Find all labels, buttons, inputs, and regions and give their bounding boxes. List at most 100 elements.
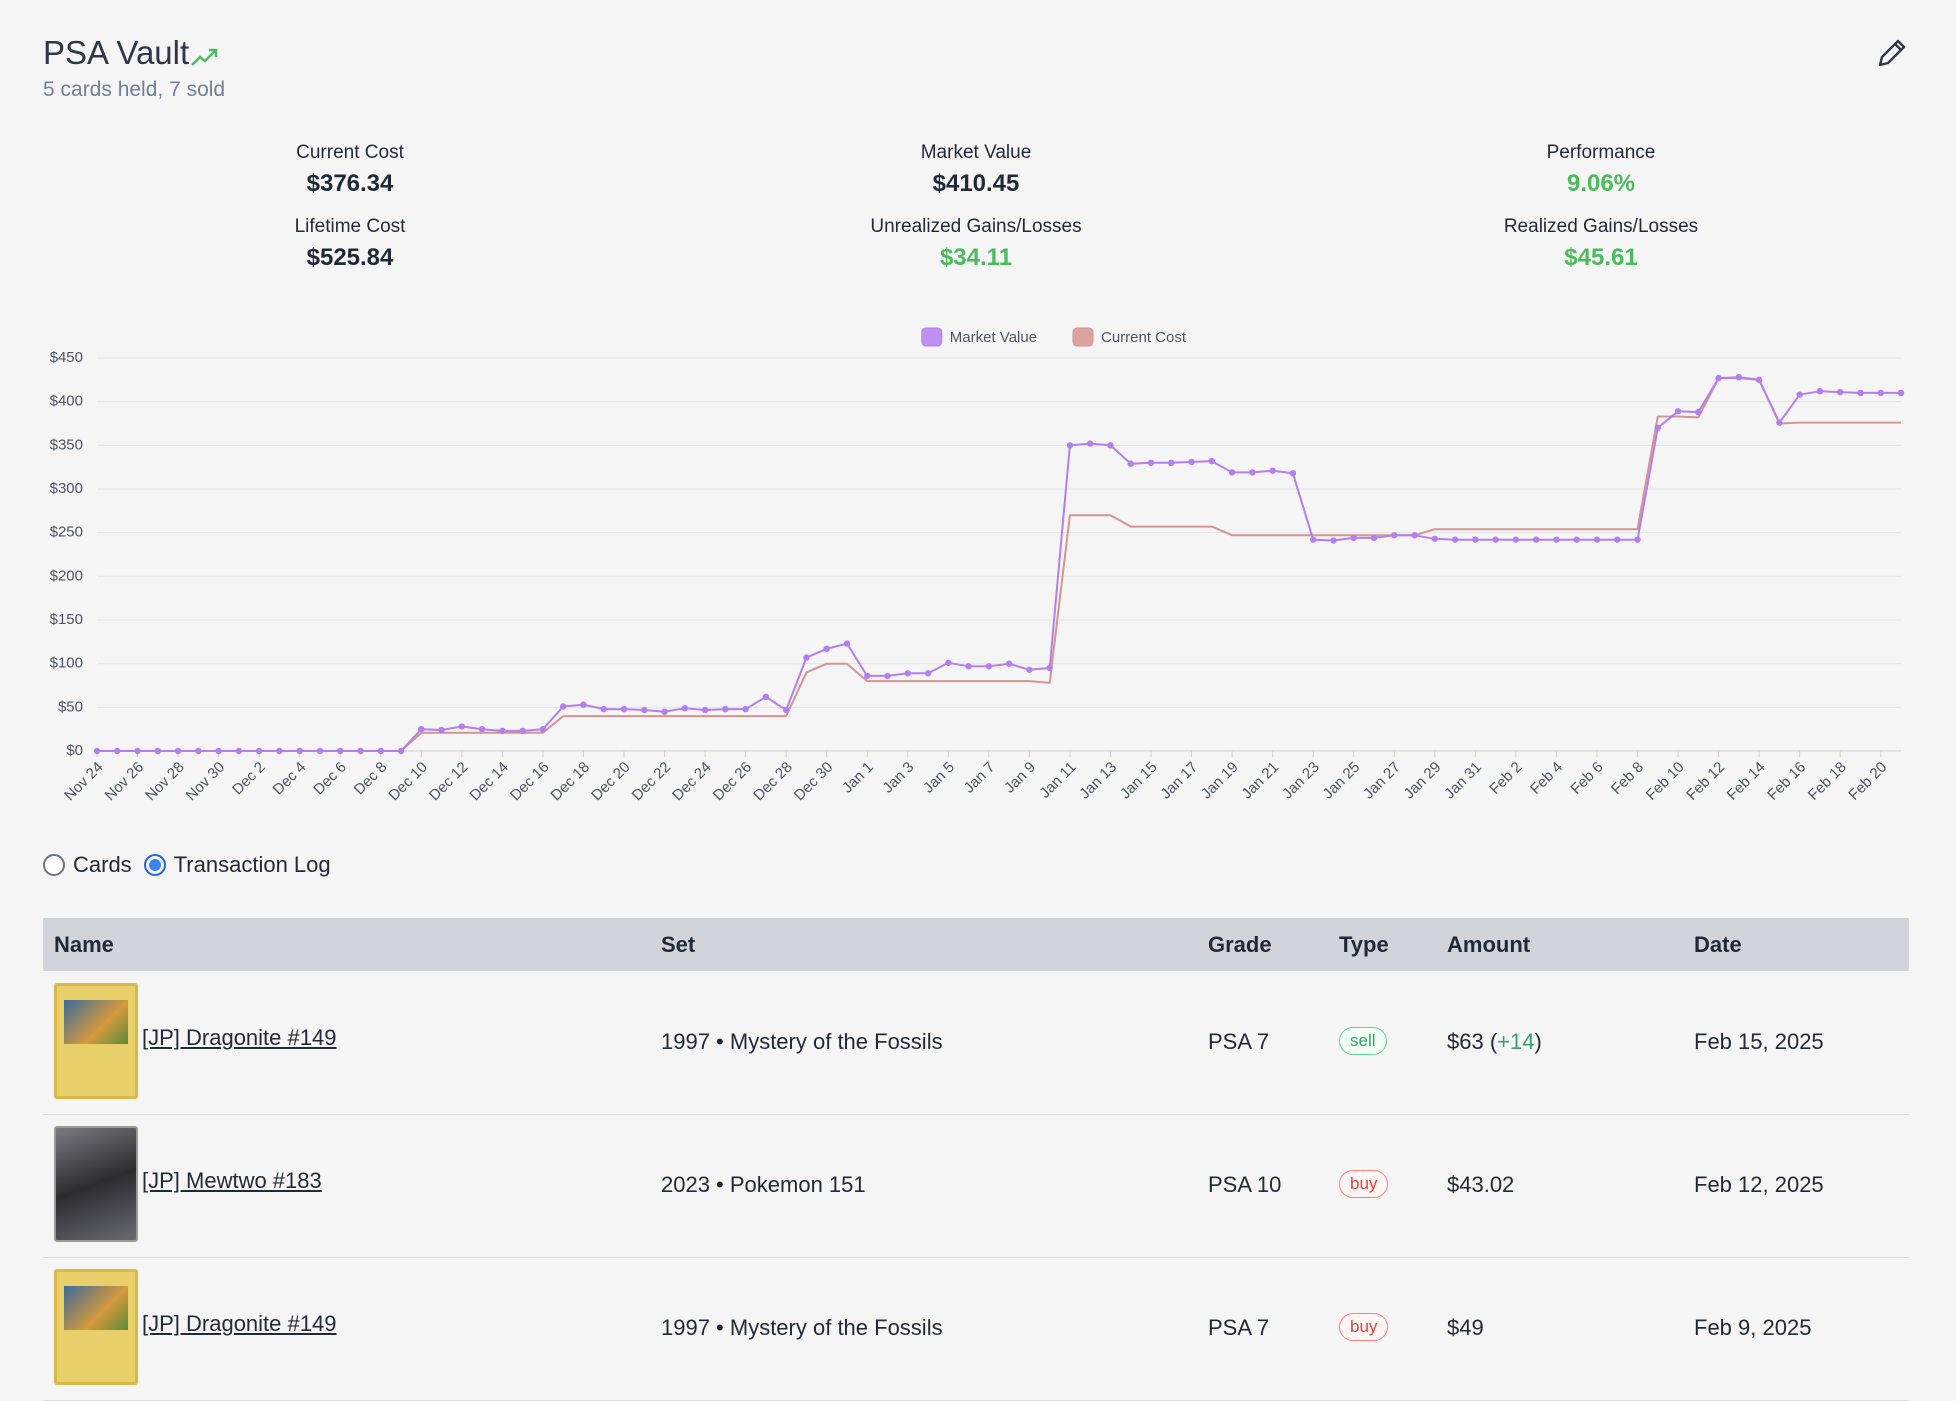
point: [641, 706, 648, 714]
table-row: [JP] Mewtwo #183 2023 • Pokemon 151 PSA 10…: [43, 1114, 1909, 1258]
x-tick-label: Nov 30: [183, 759, 229, 805]
point: [620, 705, 628, 713]
point: [1695, 408, 1702, 416]
card-name-link[interactable]: [JP] Mewtwo #183: [142, 1168, 322, 1193]
x-tick-label: Dec 20: [588, 759, 634, 805]
stat-label: Lifetime Cost: [294, 216, 406, 237]
radio-button[interactable]: [43, 854, 65, 876]
x-tick-label: Jan 5: [920, 759, 958, 797]
legend-label: Market Value: [950, 329, 1037, 346]
amount: $43.02: [1447, 1172, 1514, 1198]
stat-value: $376.34: [306, 170, 394, 197]
point: [1715, 374, 1722, 382]
stat-value: $45.61: [1564, 244, 1638, 271]
x-tick-label: Jan 23: [1279, 759, 1323, 803]
table-row: [JP] Dragonite #149 1997 • Mystery of the…: [43, 971, 1909, 1115]
type-badge: buy: [1339, 1313, 1389, 1341]
point: [681, 705, 689, 712]
x-tick-label: Dec 24: [669, 759, 715, 805]
stat-value: $525.84: [306, 244, 394, 271]
x-tick-label: Dec 12: [426, 759, 472, 805]
x-tick-label: Dec 28: [750, 759, 796, 805]
point: [1492, 536, 1499, 543]
x-tick-label: Feb 2: [1486, 759, 1525, 798]
edit-button[interactable]: [1876, 37, 1908, 69]
stat-label: Market Value: [920, 142, 1032, 163]
x-tick-label: Dec 2: [229, 759, 269, 799]
x-tick-label: Jan 1: [839, 759, 877, 797]
point: [1289, 470, 1297, 477]
point: [478, 725, 486, 733]
x-tick-label: Nov 24: [61, 759, 107, 805]
point: [1431, 535, 1438, 542]
x-tick-label: Jan 19: [1198, 759, 1242, 803]
x-tick-label: Jan 11: [1036, 759, 1079, 802]
point: [337, 747, 344, 755]
y-tick-label: $350: [50, 436, 83, 453]
point: [701, 706, 709, 714]
page-subtitle: 5 cards held, 7 sold: [43, 78, 226, 101]
point: [1228, 469, 1236, 476]
point: [762, 693, 770, 701]
x-tick-label: Jan 13: [1076, 759, 1120, 803]
point: [1796, 391, 1803, 398]
amount-value: $63: [1447, 1029, 1484, 1054]
type-badge: sell: [1339, 1027, 1387, 1055]
point: [1674, 408, 1682, 415]
point: [965, 663, 972, 670]
legend-swatch: [921, 327, 943, 347]
point: [1634, 536, 1641, 543]
y-tick-label: $150: [50, 611, 83, 628]
x-tick-label: Jan 27: [1360, 759, 1404, 803]
point: [782, 706, 790, 714]
point: [803, 654, 810, 661]
point: [560, 703, 567, 710]
y-tick-label: $250: [50, 524, 83, 541]
point: [1532, 536, 1540, 543]
set: 1997 • Mystery of the Fossils: [661, 1315, 943, 1340]
point: [1330, 537, 1337, 544]
point: [1147, 459, 1155, 466]
point: [580, 701, 587, 708]
card-name-link[interactable]: [JP] Dragonite #149: [142, 1311, 337, 1336]
point: [1593, 536, 1601, 543]
card-name-link[interactable]: [JP] Dragonite #149: [142, 1025, 337, 1050]
point: [1309, 536, 1317, 543]
y-tick-label: $50: [58, 698, 83, 715]
stat-value: $34.11: [939, 244, 1013, 271]
point: [519, 727, 526, 735]
x-tick-label: Dec 4: [270, 759, 310, 799]
card-thumbnail[interactable]: [54, 1126, 138, 1242]
point: [1451, 536, 1459, 543]
column-header: Date: [1694, 932, 1742, 957]
point: [114, 747, 121, 755]
point: [1370, 534, 1378, 542]
point: [296, 747, 303, 755]
type-badge: buy: [1339, 1170, 1389, 1198]
y-tick-label: $450: [50, 349, 83, 366]
point: [195, 747, 202, 755]
card-thumbnail[interactable]: [54, 983, 138, 1099]
point: [1087, 440, 1094, 447]
point: [661, 708, 668, 715]
point: [1107, 442, 1114, 449]
point: [539, 725, 547, 733]
radio-label[interactable]: Cards: [73, 852, 132, 877]
radio-label[interactable]: Transaction Log: [173, 852, 331, 877]
x-tick-label: Jan 3: [879, 759, 917, 797]
radio-button[interactable]: [143, 854, 166, 876]
point: [1026, 666, 1033, 673]
card-thumbnail[interactable]: [54, 1269, 138, 1385]
x-tick-label: Feb 14: [1724, 759, 1769, 804]
gain: +14: [1490, 1029, 1542, 1054]
point: [1816, 387, 1824, 395]
stat-label: Current Cost: [296, 142, 404, 163]
column-header: Type: [1339, 932, 1389, 957]
point: [1005, 660, 1013, 667]
column-header: Amount: [1447, 932, 1531, 957]
page-title: PSA Vault: [43, 34, 190, 71]
grade: PSA 7: [1208, 1315, 1270, 1340]
y-tick-label: $100: [50, 655, 83, 672]
legend-label: Current Cost: [1101, 329, 1187, 346]
point: [722, 705, 729, 713]
